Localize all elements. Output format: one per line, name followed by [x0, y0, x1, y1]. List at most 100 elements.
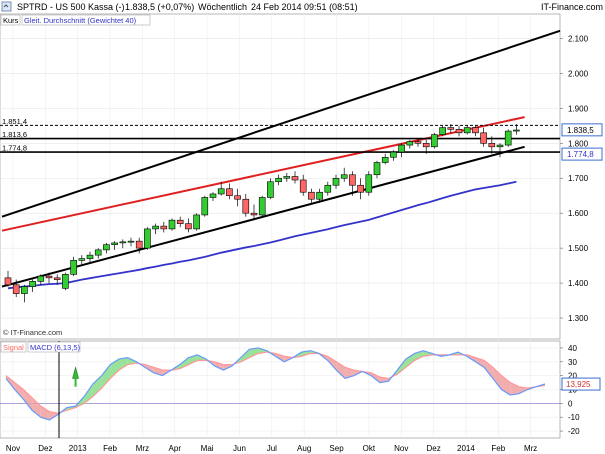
candle: [78, 255, 86, 264]
candle-body: [488, 143, 496, 148]
candle: [332, 174, 340, 189]
candle: [414, 138, 422, 147]
watermark: © IT-Finance.com: [3, 328, 62, 337]
macd-fill-up: [92, 375, 102, 397]
macd-tick-label: -20: [568, 427, 580, 436]
candle-body: [308, 191, 315, 200]
candle-body: [365, 174, 373, 193]
time-tick-label: Nov: [6, 444, 20, 453]
candle: [226, 183, 233, 200]
macd-fill-down: [327, 356, 337, 371]
candle-body: [472, 127, 479, 134]
header-period: Wöchentlich: [198, 2, 247, 12]
candle: [152, 223, 159, 235]
candle-body: [431, 134, 438, 148]
header-quote: 1.838,5 (+0,07%): [125, 2, 194, 12]
macd-value-box: [561, 377, 601, 391]
candle-body: [414, 141, 422, 144]
candle-body: [217, 188, 225, 195]
candle-body: [324, 184, 332, 193]
candle-body: [62, 274, 69, 289]
candle-body: [168, 219, 176, 230]
candle: [176, 216, 184, 228]
legend-kurs-box[interactable]: [0, 14, 21, 26]
candle: [373, 160, 381, 179]
candle-body: [226, 188, 233, 197]
time-tick-label: Feb: [491, 444, 505, 453]
macd-fill-up: [405, 353, 415, 368]
candle: [209, 192, 217, 201]
macd-chart: [0, 341, 560, 438]
macd-fill-up: [101, 364, 111, 389]
candle-body: [332, 177, 340, 186]
legend-ma-box[interactable]: [21, 14, 151, 26]
macd-tick-label: 40: [568, 344, 577, 353]
candle: [4, 270, 12, 287]
candle: [406, 139, 414, 149]
macd-fill-down: [345, 367, 354, 379]
macd-fill-down: [336, 361, 346, 379]
candle-body: [111, 242, 118, 245]
last-price-label: 1.838,5: [567, 126, 594, 135]
time-tick-label: Jun: [233, 444, 246, 453]
macd-tick-label: -10: [568, 413, 580, 422]
signal-line: [5, 351, 546, 414]
time-tick-label: Apr: [169, 444, 182, 453]
candle: [21, 284, 28, 303]
candle: [488, 136, 496, 154]
candle: [357, 178, 364, 200]
time-tick-label: Mai: [201, 444, 214, 453]
macd-fill-up: [397, 359, 406, 375]
time-tick-label: Dez: [426, 444, 440, 453]
candle-body: [250, 212, 258, 216]
candle-body: [201, 197, 209, 216]
macd-tick-label: 30: [568, 358, 577, 367]
candle: [299, 174, 307, 196]
candle: [86, 251, 94, 263]
candle-body: [463, 127, 471, 134]
candle-body: [70, 260, 77, 275]
ma-value-label: 1.774,8: [567, 150, 594, 159]
candle-body: [357, 184, 364, 193]
price-panel: [0, 13, 561, 340]
trend-line-black: [1, 29, 561, 218]
candle: [62, 272, 69, 291]
candle-body: [127, 240, 135, 243]
header-bar: [0, 0, 605, 14]
candle-body: [513, 129, 520, 132]
candle: [29, 279, 36, 292]
up-arrow-icon: [72, 366, 79, 379]
menu-icon[interactable]: [1, 1, 12, 12]
candle: [504, 129, 512, 147]
candle: [94, 248, 102, 259]
candle-body: [439, 127, 446, 135]
time-tick-label: Feb: [103, 444, 117, 453]
candle: [144, 227, 151, 250]
level-label: 1.774,8: [2, 144, 27, 153]
legend-macd-box[interactable]: [27, 341, 81, 353]
time-tick-label: Okt: [363, 444, 376, 453]
candle: [316, 188, 323, 203]
candle: [70, 256, 77, 277]
candle-body: [12, 284, 20, 294]
time-tick-label: 2013: [69, 444, 87, 453]
candle-body: [144, 228, 151, 249]
time-axis: Nov Dez 2013 Feb Mrz Apr Mai Jun Jul Aug Sep Okt Nov…: [6, 444, 537, 453]
price-tick-label: 1.800: [568, 139, 589, 148]
macd-fill-down: [40, 406, 50, 420]
candle: [422, 139, 430, 154]
candle-body: [267, 181, 274, 198]
candle-body: [398, 144, 405, 153]
level-label: 1.851,4: [2, 117, 27, 126]
price-tick-label: 1.400: [568, 279, 589, 288]
candle-body: [160, 225, 168, 230]
macd-fill-up: [127, 357, 137, 365]
candle: [455, 125, 463, 137]
candle: [234, 188, 241, 207]
candle-body: [135, 240, 143, 249]
candle-body: [373, 162, 381, 176]
candle: [275, 174, 282, 186]
candle-body: [242, 198, 250, 214]
candles: [4, 124, 520, 303]
legend-signal-box[interactable]: [0, 341, 27, 353]
